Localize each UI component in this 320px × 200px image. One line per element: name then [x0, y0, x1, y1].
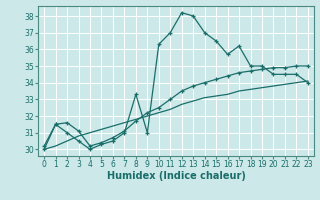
X-axis label: Humidex (Indice chaleur): Humidex (Indice chaleur)	[107, 171, 245, 181]
